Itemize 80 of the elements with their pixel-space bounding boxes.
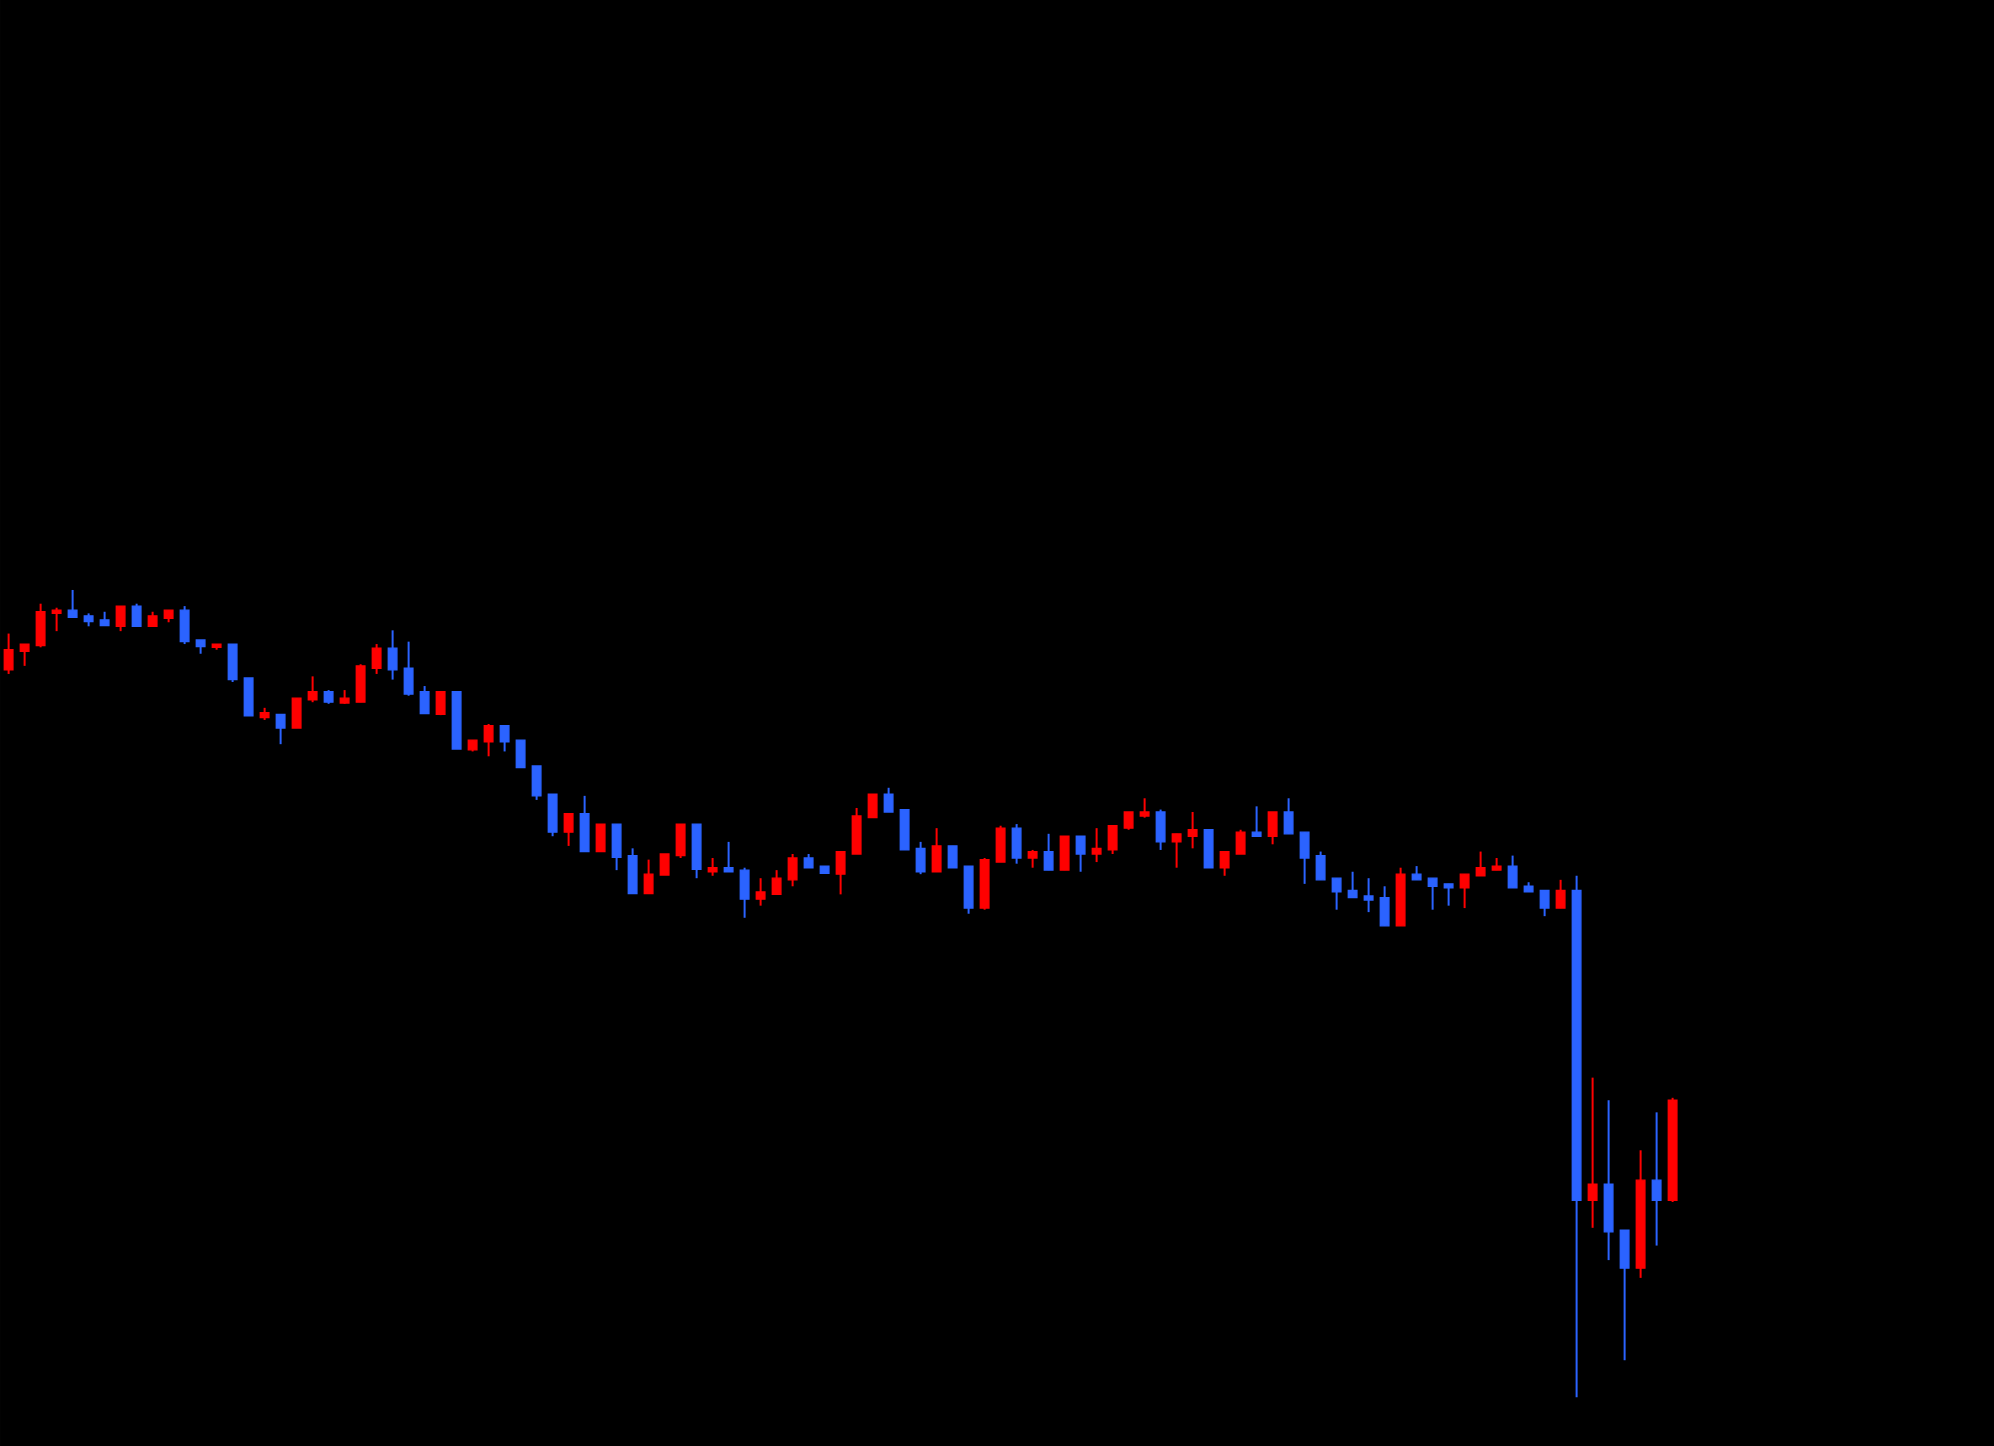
candlestick: [659, 853, 670, 876]
candlestick: [675, 823, 686, 860]
candlestick: [51, 606, 62, 633]
candlestick: [947, 845, 958, 869]
candlestick: [1139, 797, 1150, 819]
candlestick: [1443, 882, 1454, 907]
candlestick: [1555, 878, 1566, 910]
candlestick: [1539, 889, 1550, 918]
candlestick: [35, 602, 46, 649]
candlestick: [243, 677, 254, 717]
candlestick: [1251, 805, 1262, 838]
candlestick: [1235, 828, 1246, 855]
candlestick: [787, 852, 798, 888]
candlestick: [1283, 797, 1294, 835]
candlestick: [115, 605, 126, 633]
candlestick: [1379, 885, 1390, 927]
candlestick: [1059, 835, 1070, 872]
candlestick: [835, 850, 846, 896]
candlestick: [291, 697, 302, 730]
candlestick: [1475, 850, 1486, 877]
candlestick: [867, 793, 878, 819]
candlestick: [851, 806, 862, 855]
candlestick: [1187, 811, 1198, 850]
candlestick: [563, 812, 574, 847]
candlestick: [1347, 870, 1358, 899]
candlestick: [1043, 832, 1054, 872]
candlestick: [355, 663, 366, 704]
candlestick: [387, 629, 398, 681]
candlestick: [739, 866, 750, 919]
candlestick: [419, 685, 430, 715]
candlestick: [1203, 829, 1214, 869]
candlestick: [371, 643, 382, 675]
candlestick: [1219, 850, 1230, 877]
candlestick: [19, 643, 30, 667]
candlestick: [579, 794, 590, 853]
candlestick: [1507, 854, 1518, 889]
candlestick: [403, 640, 414, 697]
candlestick: [627, 847, 638, 895]
candlestick: [595, 823, 606, 853]
candlestick: [1603, 1099, 1614, 1262]
candlestick: [515, 739, 526, 769]
candlestick: [1587, 1076, 1598, 1229]
candlestick: [1091, 827, 1102, 864]
candlestick: [1299, 831, 1310, 885]
candlestick: [131, 602, 142, 628]
candlestick: [691, 823, 702, 880]
candlestick: [1651, 1111, 1662, 1247]
candlestick: [227, 643, 238, 684]
candlestick: [1331, 877, 1342, 911]
candlestick: [899, 808, 910, 851]
candlestick: [547, 793, 558, 838]
candlestick: [1075, 835, 1086, 873]
candlestick: [499, 724, 510, 753]
candlestick: [611, 823, 622, 872]
candlestick: [931, 827, 942, 873]
candlestick: [915, 840, 926, 876]
candlestick: [1315, 850, 1326, 881]
candlestick: [1427, 877, 1438, 911]
candlestick: [1011, 823, 1022, 865]
candlestick: [883, 786, 894, 813]
candlestick: [771, 869, 782, 896]
candlestick: [1459, 873, 1470, 910]
candlestick: [179, 605, 190, 646]
candlestick: [1171, 832, 1182, 869]
candlestick: [643, 858, 654, 895]
candlestick: [963, 865, 974, 915]
candlestick: [483, 723, 494, 758]
candlestick: [1155, 808, 1166, 851]
candlestick: [275, 713, 286, 746]
candlestick: [755, 877, 766, 907]
candlestick: [723, 840, 734, 873]
candlestick: [3, 632, 14, 675]
candlestick: [531, 764, 542, 801]
candlestick: [995, 824, 1006, 864]
candlestick: [307, 675, 318, 704]
candlestick: [1267, 811, 1278, 846]
candlestick: [1619, 1229, 1630, 1362]
candlestick: [1107, 824, 1118, 855]
candlestick: [67, 588, 78, 619]
candlestick: [1363, 877, 1374, 914]
